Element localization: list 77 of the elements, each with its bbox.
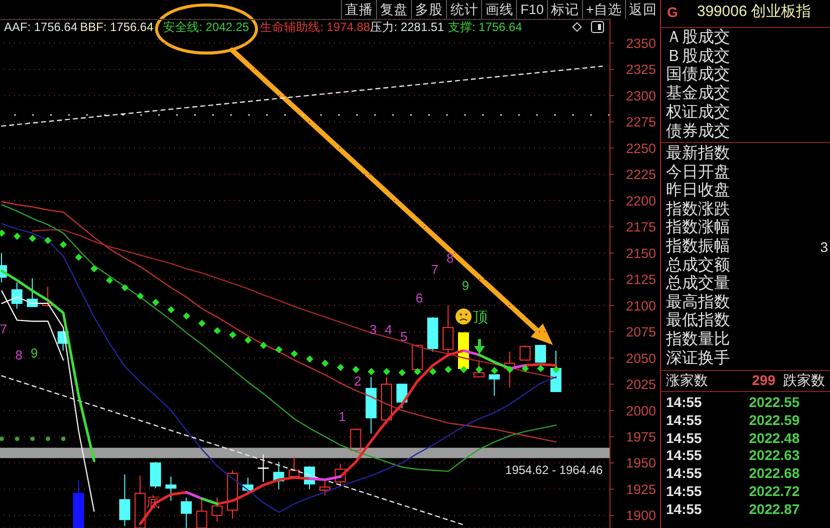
- y-tick-label: 2150: [626, 246, 656, 261]
- y-tick-label: 1925: [626, 482, 656, 497]
- text: 9: [30, 345, 38, 360]
- text: 4: [384, 321, 392, 336]
- y-tick-label: 1975: [626, 429, 656, 444]
- band-label: 1954.62 - 1964.46: [505, 463, 604, 478]
- text: 9: [462, 277, 470, 292]
- category-label: 14:55: [666, 430, 702, 446]
- data-label: 2022.63: [749, 447, 800, 464]
- text: 7: [0, 320, 8, 336]
- annotation: AAF: 1756.64: [4, 20, 78, 34]
- y-tick-label: 2100: [626, 298, 656, 314]
- y-tick-label: 2025: [626, 377, 656, 392]
- y-tick-label: 2125: [626, 272, 656, 288]
- text: 7: [431, 262, 438, 277]
- y-tick-label: 2075: [626, 324, 656, 340]
- y-tick-label: 2200: [626, 193, 656, 208]
- category-label: 最高指数: [666, 294, 730, 311]
- text: 3: [820, 239, 828, 255]
- category-label: 指数量比: [666, 331, 730, 348]
- category-label: 今日开盘: [666, 164, 730, 181]
- annotation: 顶: [473, 309, 488, 326]
- text: 8: [446, 250, 454, 266]
- text: 3: [369, 321, 377, 336]
- category-label: 国债成交: [666, 66, 730, 84]
- y-tick-label: 2350: [626, 36, 656, 51]
- category-label: 跌家数: [783, 372, 825, 388]
- category-label: 基金成交: [666, 85, 730, 102]
- category-label: 14:55: [666, 483, 702, 499]
- category-label: 14:55: [666, 447, 702, 464]
- data-label: 2022.68: [749, 465, 800, 482]
- text: 399006 创业板指: [697, 3, 812, 20]
- annotation: 安全线: 2042.25: [163, 20, 250, 34]
- category-label: 最低指数: [666, 312, 730, 330]
- category-label: 债券成交: [666, 122, 730, 140]
- category-label: 14:55: [666, 394, 702, 410]
- category-label: 14:55: [666, 412, 702, 428]
- y-tick-label: 2050: [626, 350, 656, 366]
- data-label: 2022.87: [749, 500, 800, 517]
- category-label: Ｂ股成交: [666, 48, 730, 65]
- category-label: 最新指数: [666, 145, 730, 162]
- category-label: 指数涨跌: [666, 200, 730, 218]
- text: 8: [15, 347, 23, 362]
- y-tick-label: 1900: [626, 508, 656, 524]
- category-label: Ａ股成交: [666, 29, 730, 46]
- category-label: 深证换手: [666, 350, 730, 367]
- text: 2: [354, 372, 362, 388]
- data-label: 2022.55: [749, 394, 800, 410]
- text: 299: [752, 372, 776, 388]
- annotation: BBF: 1756.64: [80, 20, 154, 34]
- y-tick-label: 2275: [626, 114, 656, 130]
- text: G: [667, 4, 678, 20]
- category-label: 权证成交: [666, 104, 730, 121]
- category-label: 昨日收盘: [666, 182, 730, 200]
- y-tick-label: 2000: [626, 403, 656, 418]
- data-label: 2022.72: [749, 483, 800, 499]
- y-tick-label: 2300: [626, 88, 656, 104]
- y-tick-label: 2250: [626, 140, 656, 156]
- y-tick-label: 2225: [626, 167, 656, 182]
- category-label: 总成交额: [666, 256, 730, 274]
- y-tick-label: 2175: [626, 220, 656, 235]
- text: 1: [338, 408, 346, 424]
- annotation: 生命辅助线: 1974.88: [260, 20, 370, 34]
- data-label: 2022.48: [749, 430, 800, 446]
- text: 5: [400, 328, 408, 344]
- annotation: 支撑: 1756.64: [448, 20, 522, 34]
- data-label: 2022.59: [749, 412, 800, 428]
- y-tick-label: 1950: [626, 456, 656, 471]
- category-label: 14:55: [666, 465, 702, 482]
- category-label: 指数振幅: [666, 238, 730, 255]
- annotation: 压力: 2281.51: [370, 20, 444, 34]
- category-label: 指数涨幅: [666, 219, 730, 236]
- category-label: 14:55: [666, 500, 702, 517]
- category-label: 涨家数: [666, 372, 708, 388]
- text: 6: [416, 290, 423, 305]
- category-label: 总成交量: [666, 275, 730, 292]
- y-tick-label: 2325: [626, 62, 656, 78]
